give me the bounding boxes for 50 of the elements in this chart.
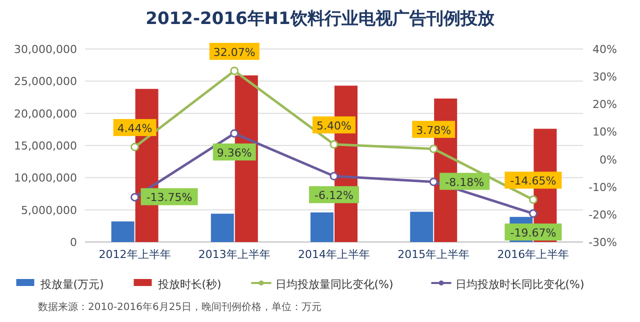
data-label: -19.67% bbox=[510, 226, 556, 240]
data-label: 9.36% bbox=[216, 146, 252, 160]
y2-tick-label: 0% bbox=[600, 153, 617, 166]
point bbox=[130, 192, 140, 202]
y2-tick-label: 20% bbox=[592, 98, 617, 112]
source-note: 数据来源：2010-2016年6月25日，晚间刊例价格，单位：万元 bbox=[38, 301, 322, 313]
y-tick-label: 15,000,000 bbox=[14, 140, 77, 152]
point bbox=[528, 209, 538, 218]
data-label: 4.44% bbox=[117, 122, 152, 136]
bar bbox=[210, 214, 234, 242]
chart-title: 2012-2016年H1饮料行业电视广告刊例投放 bbox=[146, 9, 496, 29]
y-tick-label: 10,000,000 bbox=[14, 172, 77, 185]
data-label: 3.78% bbox=[416, 124, 452, 137]
data-label: 32.07% bbox=[213, 46, 256, 59]
x-tick-label: 2014年上半年 bbox=[298, 248, 370, 261]
y-tick-label: 0 bbox=[70, 236, 77, 249]
legend-label: 日均投放时长同比变化(%) bbox=[455, 278, 584, 291]
bar bbox=[111, 221, 134, 242]
y2-tick-label: -30% bbox=[588, 236, 617, 249]
point bbox=[429, 178, 438, 186]
point bbox=[230, 129, 239, 138]
y2-tick-label: 30% bbox=[592, 70, 617, 84]
data-label: -13.75% bbox=[146, 191, 192, 204]
data-label: -6.12% bbox=[314, 189, 354, 202]
y2-tick-label: -10% bbox=[588, 180, 617, 194]
bar bbox=[410, 212, 434, 242]
legend-label: 日均投放量同比变化(%) bbox=[275, 278, 394, 291]
data-label: 5.40% bbox=[316, 119, 352, 132]
point bbox=[130, 142, 140, 152]
point bbox=[330, 140, 338, 149]
point bbox=[230, 66, 239, 76]
point bbox=[330, 172, 338, 180]
x-tick-label: 2015年上半年 bbox=[398, 248, 470, 261]
y-tick-label: 30,000,000 bbox=[14, 43, 77, 56]
x-tick-label: 2016年上半年 bbox=[497, 248, 570, 261]
x-tick-label: 2013年上半年 bbox=[198, 248, 270, 261]
data-label: -8.18% bbox=[445, 176, 484, 189]
point bbox=[429, 144, 438, 154]
bar bbox=[310, 212, 334, 242]
point bbox=[528, 195, 538, 204]
y-tick-label: 25,000,000 bbox=[14, 75, 77, 88]
y2-tick-label: -20% bbox=[588, 208, 617, 222]
y-tick-label: 20,000,000 bbox=[14, 107, 77, 120]
y2-tick-label: 40% bbox=[592, 43, 617, 56]
data-label: -14.65% bbox=[510, 174, 556, 188]
y-tick-label: 5,000,000 bbox=[21, 204, 77, 217]
x-tick-label: 2012年上半年 bbox=[98, 248, 171, 261]
y2-tick-label: 10% bbox=[592, 126, 617, 139]
legend-label: 投放时长(秒) bbox=[156, 278, 222, 291]
legend-label: 投放量(万元) bbox=[39, 278, 104, 291]
